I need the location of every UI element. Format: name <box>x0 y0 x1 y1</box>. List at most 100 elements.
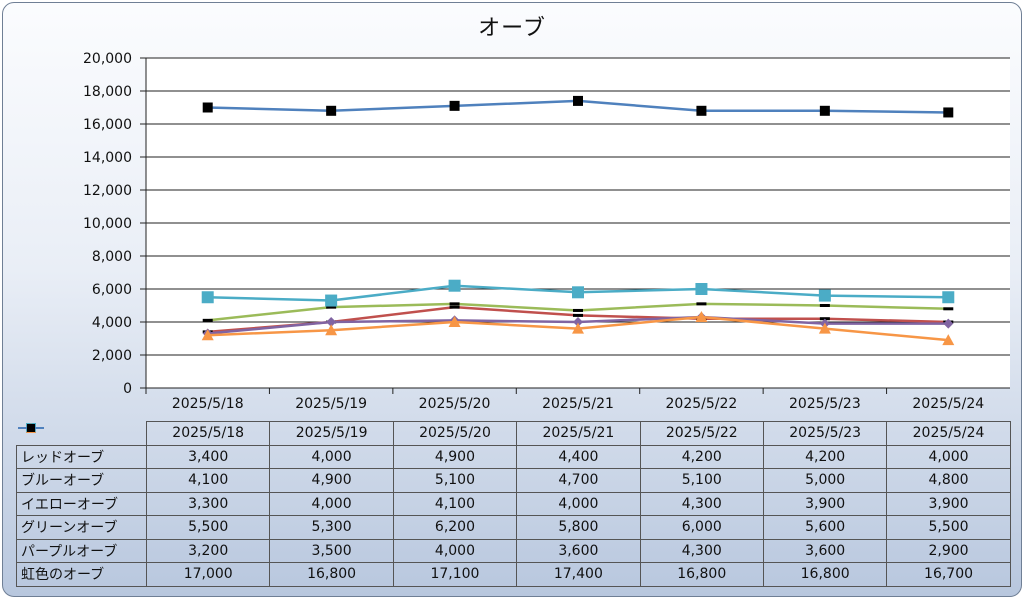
table-cell: 5,500 <box>145 515 271 540</box>
table-row: 虹色のオーブ 17,000 16,800 17,100 17,400 16,800 16,8… <box>16 423 1011 587</box>
legend-key <box>17 423 44 432</box>
table-column-header: 2025/5/24 <box>886 421 1011 446</box>
table-cell: 4,000 <box>269 444 394 469</box>
table-cell: 4,200 <box>762 444 888 469</box>
data-point <box>696 105 707 116</box>
legend-entry: レッドオーブ <box>16 426 147 469</box>
table-cell: 4,100 <box>392 491 518 516</box>
table-cell: 5,000 <box>762 468 888 493</box>
table-cell: 3,500 <box>269 538 394 563</box>
x-tick-label: 2025/5/22 <box>666 396 738 412</box>
y-tick-label: 12,000 <box>83 183 132 199</box>
data-point <box>449 100 460 111</box>
legend-entry: ブルーオーブ <box>16 426 147 493</box>
data-point <box>819 304 830 307</box>
table-header-row: 2025/5/18 2025/5/19 2025/5/20 2025/5/21 2025… <box>16 421 1011 446</box>
table-cell: 4,000 <box>886 444 1011 469</box>
data-point <box>448 316 461 327</box>
table-cell: 4,900 <box>392 444 518 469</box>
data-point <box>818 322 831 334</box>
table-row: パープルオーブ 3,200 3,500 4,000 3,600 4,300 3,600 2,9… <box>16 422 1011 563</box>
data-point <box>818 289 831 302</box>
table-cell: 3,900 <box>886 491 1011 516</box>
data-point <box>943 107 954 118</box>
data-point <box>573 95 583 106</box>
table-cell: 3,900 <box>762 491 888 516</box>
table-cell: 5,100 <box>392 468 518 493</box>
data-point <box>326 317 337 327</box>
x-tick-label: 2025/5/18 <box>172 396 244 412</box>
table-column-header: 2025/5/22 <box>639 421 764 446</box>
data-point <box>448 279 461 292</box>
table-row: レッドオーブ 3,400 4,000 4,900 4,400 4,200 4,200 4,00… <box>16 426 1011 469</box>
table-column-header: 2025/5/23 <box>762 421 888 446</box>
legend-label: ブルーオーブ <box>21 473 105 490</box>
legend-entry: パープルオーブ <box>16 422 147 563</box>
table-cell: 3,300 <box>145 491 271 516</box>
data-table: 2025/5/18 2025/5/19 2025/5/20 2025/5/21 2025… <box>16 421 1011 587</box>
table-cell: 5,600 <box>762 515 888 540</box>
data-point <box>449 302 460 306</box>
data-point <box>573 317 583 327</box>
table-cell: 6,000 <box>639 515 764 540</box>
data-point <box>326 105 337 116</box>
data-point <box>201 291 214 304</box>
table-cell: 16,800 <box>269 562 394 587</box>
y-tick-label: 6,000 <box>92 282 132 298</box>
table-cell: 5,300 <box>269 515 394 540</box>
table-cell: 4,900 <box>269 468 394 493</box>
y-tick-label: 16,000 <box>83 117 132 133</box>
table-cell: 16,800 <box>762 562 888 587</box>
legend-entry: 虹色のオーブ <box>16 423 147 587</box>
legend-label: 虹色のオーブ <box>21 567 105 584</box>
table-row: ブルーオーブ 4,100 4,900 5,100 4,700 5,100 5,000 4,80… <box>16 426 1011 493</box>
data-point <box>819 105 830 116</box>
data-point <box>942 334 955 346</box>
data-point <box>695 311 708 323</box>
x-tick-label: 2025/5/21 <box>542 396 614 412</box>
x-tick-label: 2025/5/19 <box>295 396 367 412</box>
data-point <box>326 305 337 309</box>
x-tick-label: 2025/5/20 <box>419 396 491 412</box>
y-tick-label: 20,000 <box>83 51 132 67</box>
table-cell: 4,800 <box>886 468 1011 493</box>
data-point <box>573 308 583 312</box>
y-tick-label: 14,000 <box>83 150 132 166</box>
y-tick-label: 4,000 <box>92 315 132 331</box>
table-cell: 4,200 <box>639 444 764 469</box>
y-tick-label: 8,000 <box>92 249 132 265</box>
table-cell: 16,700 <box>886 562 1011 587</box>
y-tick-label: 0 <box>123 381 132 397</box>
data-point <box>201 329 214 341</box>
data-point <box>202 102 213 113</box>
legend-label: イエローオーブ <box>21 496 119 513</box>
table-cell: 3,600 <box>762 538 888 563</box>
data-point <box>696 302 707 306</box>
table-cell: 17,000 <box>145 562 271 587</box>
table-cell: 2,900 <box>886 538 1011 563</box>
table-cell: 17,400 <box>516 562 641 587</box>
table-cell: 3,600 <box>516 538 641 563</box>
data-point <box>449 305 460 309</box>
legend-label: レッドオーブ <box>21 449 105 466</box>
table-cell: 4,000 <box>392 538 518 563</box>
table-cell: 5,500 <box>886 515 1011 540</box>
y-tick-label: 18,000 <box>83 84 132 100</box>
table-cell: 4,300 <box>639 491 764 516</box>
x-tick-label: 2025/5/24 <box>912 396 984 412</box>
table-cell: 3,400 <box>145 444 271 469</box>
table-cell: 5,100 <box>639 468 764 493</box>
table-cell: 4,300 <box>639 538 764 563</box>
table-cell: 5,800 <box>516 515 641 540</box>
data-point <box>573 313 583 317</box>
table-cell: 4,100 <box>145 468 271 493</box>
data-point <box>943 307 954 311</box>
data-point <box>943 318 954 329</box>
data-point <box>202 318 213 322</box>
legend-entry: イエローオーブ <box>16 422 147 516</box>
data-point <box>325 324 338 336</box>
table-cell: 3,200 <box>145 538 271 563</box>
data-point <box>695 283 708 295</box>
data-point <box>942 291 955 304</box>
